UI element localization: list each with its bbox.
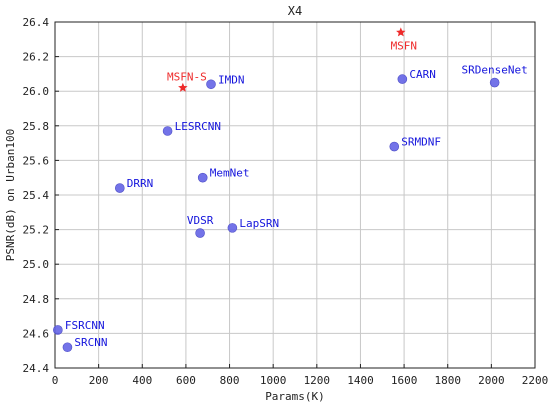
- point-label: IMDN: [218, 73, 245, 86]
- y-axis-title: PSNR(dB) on Urban100: [4, 129, 17, 261]
- point-marker-circle: [53, 325, 63, 335]
- point-label: VDSR: [187, 214, 214, 227]
- point-label: SRMDNF: [401, 136, 441, 149]
- y-tick-label: 26.0: [23, 85, 50, 98]
- point-marker-circle: [397, 74, 408, 84]
- point-marker-circle: [489, 77, 500, 88]
- point-marker-circle: [62, 342, 73, 353]
- x-axis-title: Params(K): [265, 390, 325, 403]
- axis-ticks: 0 200 400 600 800 1000 1200 1400 1600 1800 2000 220…: [23, 16, 549, 387]
- y-tick-label: 24.6: [23, 327, 50, 340]
- y-tick-label: 25.0: [23, 258, 50, 271]
- y-tick-label: 26.4: [23, 16, 50, 29]
- x-tick-label: 200: [89, 374, 109, 387]
- point-label: DRRN: [127, 177, 154, 190]
- point-label: SRCNN: [74, 336, 107, 349]
- point-marker-circle: [206, 79, 216, 90]
- y-tick-label: 24.4: [23, 362, 50, 375]
- y-tick-label: 26.2: [23, 51, 50, 64]
- x-tick-label: 2000: [478, 374, 505, 387]
- point-marker-circle: [162, 126, 173, 136]
- point-marker-circle: [115, 183, 125, 193]
- point-label: CARN: [409, 68, 436, 81]
- point-label: SRDenseNet: [462, 64, 528, 77]
- x-tick-label: 600: [176, 374, 196, 387]
- point-marker-star: [178, 82, 188, 92]
- data-labels: FSRCNN SRCNN DRRN LESRCNN VDSR MemNet IMDN LapS…: [65, 39, 528, 349]
- point-label: MemNet: [210, 167, 250, 180]
- x-tick-label: 1000: [260, 374, 287, 387]
- x-tick-label: 0: [52, 374, 59, 387]
- x-tick-label: 1200: [304, 374, 331, 387]
- x-tick-label: 1400: [347, 374, 374, 387]
- y-tick-label: 25.2: [23, 224, 50, 237]
- y-tick-label: 25.4: [23, 189, 50, 202]
- point-label: MSFN: [391, 39, 418, 52]
- chart-title: X4: [288, 4, 302, 18]
- x-tick-label: 400: [132, 374, 152, 387]
- point-marker-circle: [227, 223, 238, 233]
- point-marker-circle: [195, 228, 205, 238]
- y-tick-label: 25.8: [23, 120, 50, 133]
- x-tick-label: 1800: [434, 374, 461, 387]
- x-tick-label: 800: [220, 374, 240, 387]
- y-tick-label: 24.8: [23, 293, 50, 306]
- point-marker-circle: [197, 172, 208, 183]
- point-label: LapSRN: [239, 217, 279, 230]
- point-label: FSRCNN: [65, 319, 105, 332]
- point-label: LESRCNN: [175, 120, 221, 133]
- point-label: MSFN-S: [167, 71, 207, 84]
- x-tick-label: 2200: [522, 374, 549, 387]
- point-marker-star: [396, 27, 406, 37]
- y-tick-label: 25.6: [23, 154, 50, 167]
- x-tick-label: 1600: [391, 374, 418, 387]
- data-points: [53, 27, 500, 353]
- point-marker-circle: [389, 141, 400, 152]
